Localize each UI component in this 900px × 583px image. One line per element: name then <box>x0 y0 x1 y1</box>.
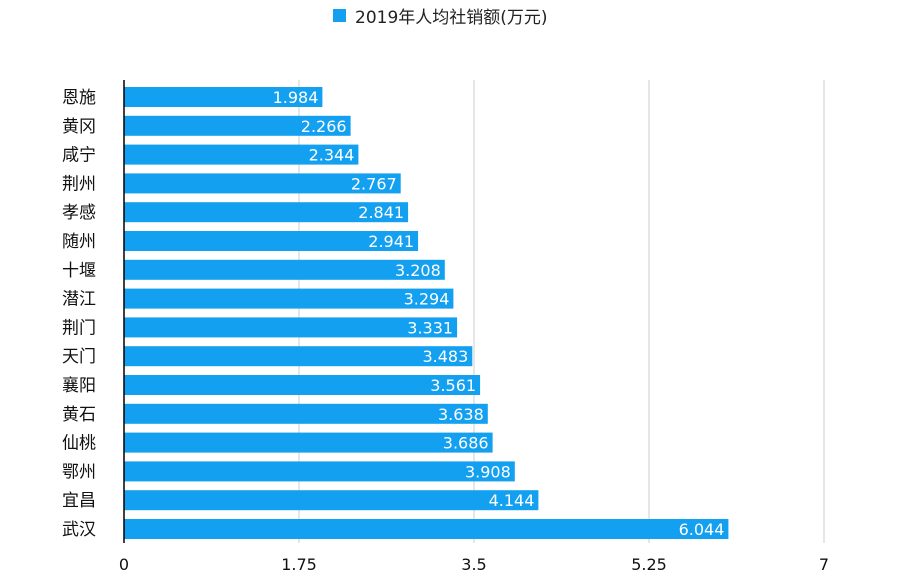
bar-value-label: 3.483 <box>422 347 468 366</box>
x-tick-label: 0 <box>119 555 129 574</box>
category-label: 随州 <box>62 232 96 252</box>
x-tick-label: 5.25 <box>631 555 667 574</box>
chart-legend: 2019年人均社销额(万元) <box>333 3 548 28</box>
legend-label: 2019年人均社销额(万元) <box>355 8 548 28</box>
category-label: 荆门 <box>62 318 96 338</box>
bar-value-label: 3.331 <box>407 318 453 337</box>
bar <box>124 375 481 395</box>
bar <box>124 231 419 251</box>
category-label: 潜江 <box>62 290 96 310</box>
category-label: 恩施 <box>62 88 96 108</box>
bar-value-label: 2.941 <box>368 232 414 251</box>
bar <box>124 490 539 511</box>
bar <box>124 346 473 367</box>
category-label: 武汉 <box>62 520 96 540</box>
bar <box>124 461 515 482</box>
bar <box>124 288 454 309</box>
bar <box>124 259 445 280</box>
bar <box>124 144 359 165</box>
category-label: 宜昌 <box>62 491 96 511</box>
bar <box>124 173 401 194</box>
bar-value-label: 1.984 <box>273 88 319 107</box>
bar-value-label: 2.344 <box>309 146 355 165</box>
category-label: 天门 <box>62 347 96 367</box>
bar-value-label: 3.908 <box>465 462 511 481</box>
x-tick-label: 1.75 <box>281 555 317 574</box>
bar-value-label: 3.561 <box>430 376 476 395</box>
category-label: 仙桃 <box>62 434 96 454</box>
bars-group: 1.984 2.266 2.344 2.767 2.841 2.941 3.208 3.294… <box>124 87 729 539</box>
bar <box>124 87 323 107</box>
category-label: 孝感 <box>62 203 96 223</box>
bar-value-label: 6.044 <box>679 520 725 539</box>
bar <box>124 115 351 136</box>
category-label: 荆州 <box>62 174 96 194</box>
category-label: 咸宁 <box>62 146 96 166</box>
x-tick-labels: 0 1.75 3.5 5.25 7 <box>119 555 829 574</box>
bar-value-label: 2.767 <box>351 174 397 193</box>
x-tick-label: 3.5 <box>461 555 486 574</box>
bar-value-label: 3.686 <box>443 434 489 453</box>
bar <box>124 403 488 424</box>
x-tick-label: 7 <box>819 555 829 574</box>
bar <box>124 432 493 453</box>
bar <box>124 519 729 539</box>
bar-value-label: 3.638 <box>438 405 484 424</box>
bar-value-label: 2.266 <box>301 117 347 136</box>
category-label: 鄂州 <box>62 462 96 482</box>
bar-value-label: 3.208 <box>395 261 441 280</box>
bar <box>124 317 458 338</box>
bar-value-label: 4.144 <box>489 491 535 510</box>
legend-swatch <box>333 9 346 22</box>
category-label: 黄石 <box>62 405 96 425</box>
category-label: 襄阳 <box>62 375 96 396</box>
category-label: 黄冈 <box>62 117 96 137</box>
bar <box>124 202 409 223</box>
bar-value-label: 2.841 <box>358 203 404 222</box>
category-label: 十堰 <box>62 261 96 281</box>
bar-value-label: 3.294 <box>404 290 450 309</box>
